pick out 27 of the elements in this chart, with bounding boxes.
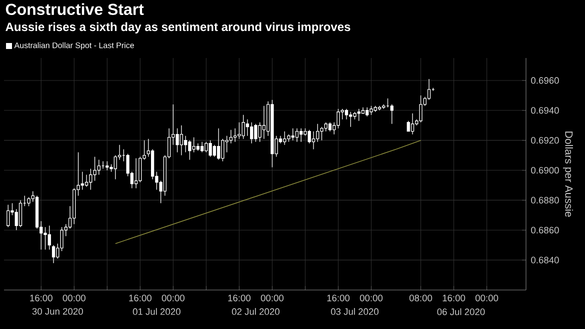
y-tick-label: 0.6840 bbox=[531, 256, 559, 264]
text: 06 Jul 2020 bbox=[437, 308, 485, 316]
x2-tick-label: 03 Jul 2020 bbox=[330, 308, 378, 315]
y-tick-label: 0.6900 bbox=[531, 166, 559, 174]
x-tick-label: 16:00 bbox=[228, 294, 251, 302]
x-tick-label: 08:00 bbox=[409, 294, 432, 302]
y-tick-label: 0.6940 bbox=[531, 107, 559, 114]
x-tick-label: 00:00 bbox=[162, 294, 184, 302]
y-tick-label: 0.6880 bbox=[531, 196, 559, 204]
x2-tick-label: 02 Jul 2020 bbox=[232, 308, 280, 315]
chart-subtitle: Aussie rises a sixth day as sentiment around virus improves bbox=[6, 22, 350, 34]
y-tick-label: 0.6960 bbox=[531, 77, 559, 84]
x2-tick-label: 01 Jul 2020 bbox=[132, 308, 180, 315]
x-tick-label: 00:00 bbox=[62, 294, 86, 302]
y-axis-title: Dollars per Aussie bbox=[563, 132, 573, 217]
x2-tick-label: 30 Jun 2020 bbox=[32, 308, 83, 315]
y-tick-label: 0.6920 bbox=[531, 137, 559, 144]
chart-title: Constructive Start bbox=[6, 3, 144, 16]
x-tick-label: 00:00 bbox=[360, 294, 383, 302]
x-tick-label: 00:00 bbox=[260, 294, 284, 302]
x-tick-label: 16:00 bbox=[327, 294, 350, 302]
x-tick-label: 16:00 bbox=[30, 294, 52, 302]
x-tick-label: 00:00 bbox=[475, 294, 498, 302]
x-tick-label: 16:00 bbox=[129, 294, 152, 302]
x-tick-label: 16:00 bbox=[442, 294, 466, 302]
y-tick-label: 0.6860 bbox=[531, 226, 559, 234]
legend-label: Australian Dollar Spot - Last Price bbox=[14, 42, 134, 50]
